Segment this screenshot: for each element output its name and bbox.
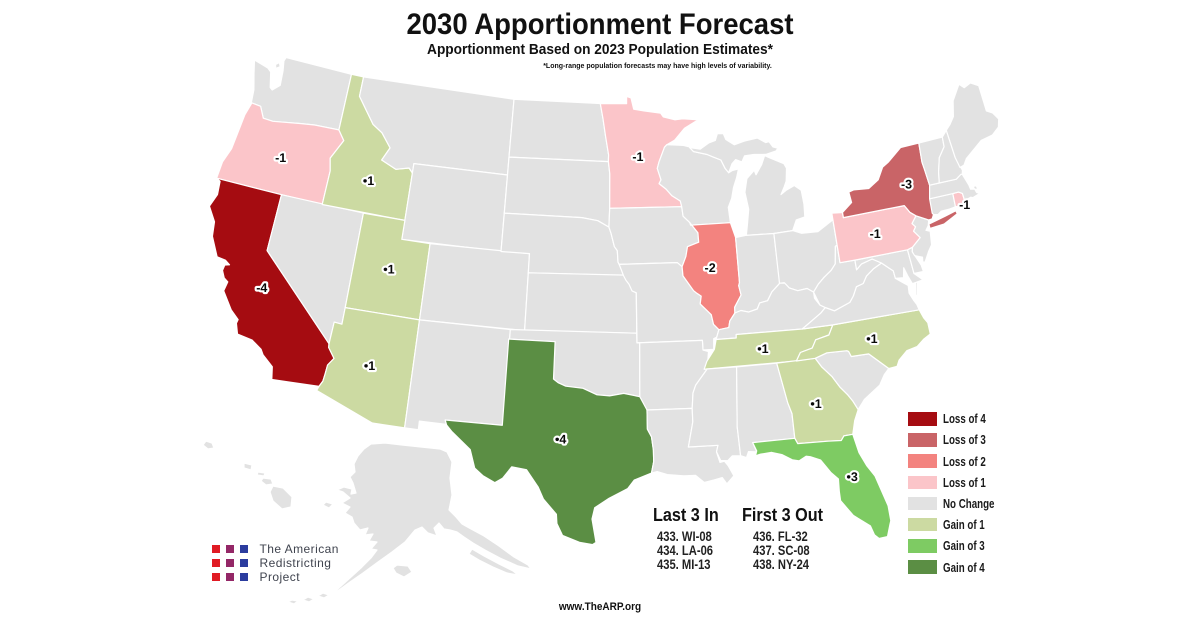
- svg-text:-2: -2: [705, 261, 716, 275]
- svg-text:-3: -3: [901, 177, 912, 191]
- svg-text:•1: •1: [866, 332, 877, 346]
- svg-text:•1: •1: [757, 342, 768, 356]
- svg-text:-4: -4: [256, 281, 267, 295]
- svg-text:-1: -1: [632, 150, 643, 164]
- svg-text:-1: -1: [959, 198, 970, 212]
- svg-text:•4: •4: [555, 433, 566, 447]
- svg-text:-1: -1: [870, 227, 881, 241]
- svg-text:-1: -1: [275, 151, 286, 165]
- svg-text:•1: •1: [363, 174, 374, 188]
- svg-text:•1: •1: [810, 397, 821, 411]
- svg-text:•3: •3: [847, 470, 858, 484]
- svg-text:•1: •1: [383, 263, 394, 277]
- svg-text:•1: •1: [364, 359, 375, 373]
